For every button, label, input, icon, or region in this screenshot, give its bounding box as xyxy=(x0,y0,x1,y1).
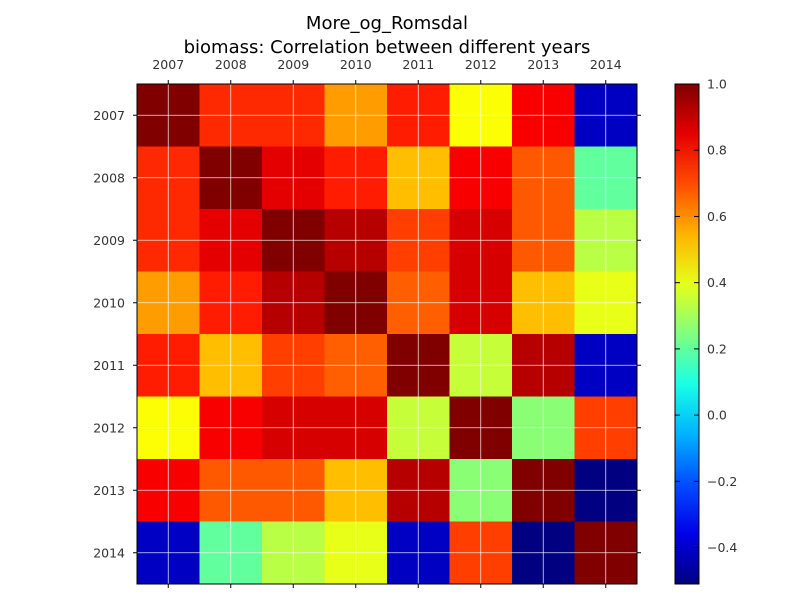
colorbar-tick-label: 0.4 xyxy=(707,275,727,290)
colorbar xyxy=(674,83,700,585)
colorbar-tick-label: 1.0 xyxy=(707,77,727,92)
x-tick-label: 2011 xyxy=(402,57,434,72)
y-tick-label: 2011 xyxy=(93,358,125,373)
y-tick-label: 2008 xyxy=(93,170,125,185)
y-tick-label: 2014 xyxy=(93,545,125,560)
colorbar-tick-label: 0.0 xyxy=(707,408,727,423)
x-axis-ticks: 2007 2008 2009 2010 2011 2012 2013 2014 xyxy=(152,57,622,588)
grid-lines xyxy=(137,84,637,584)
y-tick-label: 2013 xyxy=(93,483,125,498)
colorbar-tick-label: 0.2 xyxy=(707,341,727,356)
colorbar-tick-label: −0.4 xyxy=(707,540,737,555)
x-tick-label: 2012 xyxy=(465,57,497,72)
y-tick-label: 2007 xyxy=(93,108,125,123)
colorbar-tick-label: 0.8 xyxy=(707,143,727,158)
x-tick-label: 2008 xyxy=(215,57,247,72)
x-tick-label: 2010 xyxy=(340,57,372,72)
x-tick-label: 2013 xyxy=(527,57,559,72)
colorbar-tick-label: −0.2 xyxy=(707,474,737,489)
colorbar-ticks: 1.0 0.8 0.6 0.4 0.2 0.0 −0.2 −0.4 xyxy=(675,77,737,555)
plot-frame xyxy=(136,83,638,585)
x-tick-label: 2007 xyxy=(152,57,184,72)
chart-title: More_og_Romsdal xyxy=(306,13,468,34)
y-axis-ticks: 2007 2008 2009 2010 2011 2012 2013 2014 xyxy=(93,108,641,560)
colorbar-tick-label: 0.6 xyxy=(707,209,727,224)
y-tick-label: 2009 xyxy=(93,233,125,248)
y-tick-label: 2010 xyxy=(93,295,125,310)
y-tick-label: 2012 xyxy=(93,420,125,435)
x-tick-label: 2009 xyxy=(277,57,309,72)
x-tick-label: 2014 xyxy=(590,57,622,72)
heatmap-cells xyxy=(137,84,638,585)
chart-subtitle: biomass: Correlation between different y… xyxy=(184,37,591,58)
